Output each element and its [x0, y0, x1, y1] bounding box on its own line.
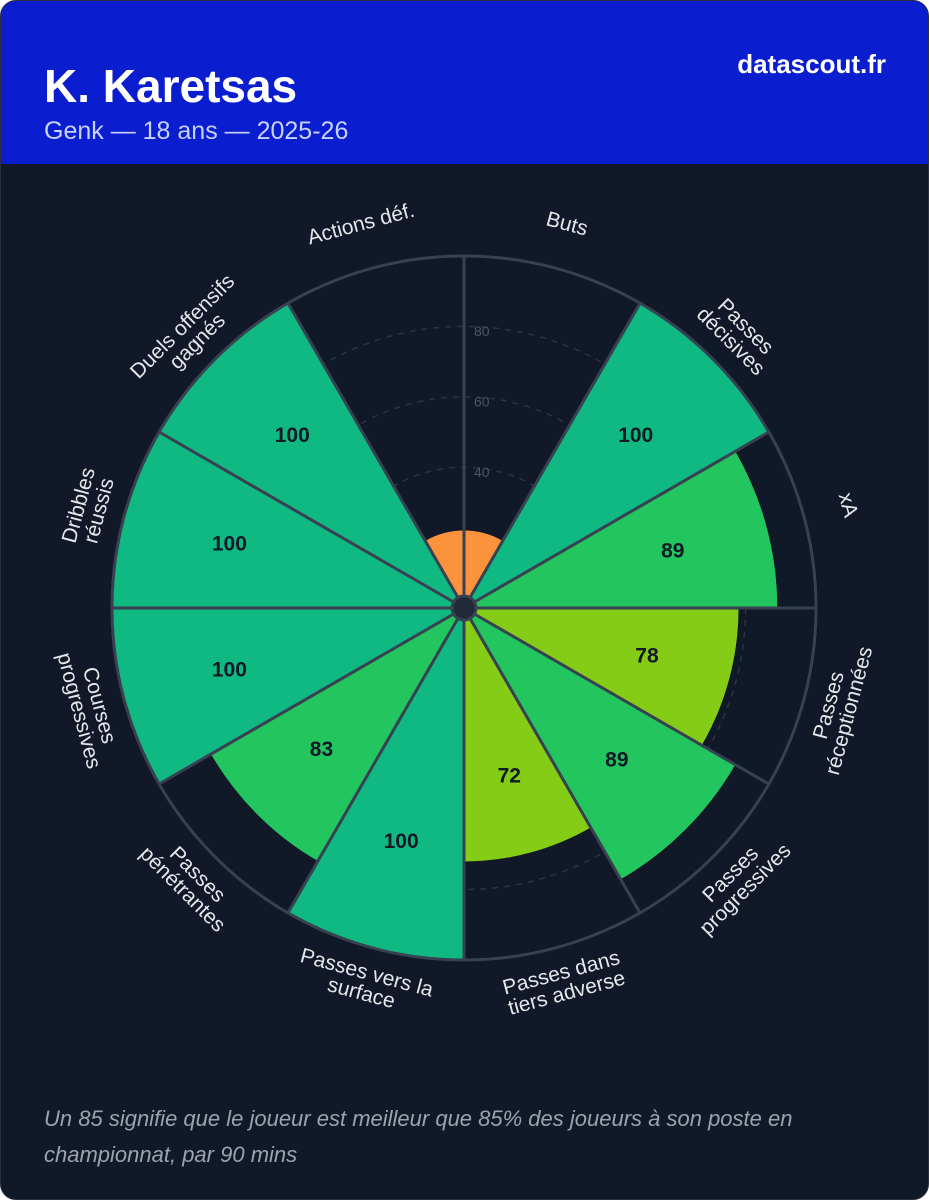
- title: K. Karetsas: [44, 60, 298, 112]
- separator: [286, 302, 466, 609]
- value-label: 100: [212, 658, 247, 681]
- separator: [463, 430, 770, 610]
- wedge: [210, 608, 464, 862]
- r-tick-label: 80: [474, 323, 490, 339]
- wedge: [288, 608, 464, 960]
- hub: [450, 594, 478, 622]
- value-label: 22: [481, 490, 504, 513]
- value-label: 100: [275, 424, 310, 447]
- r-tick-label: 40: [474, 464, 490, 480]
- wedge: [159, 303, 464, 608]
- separator: [158, 606, 465, 786]
- separator: [158, 430, 465, 610]
- wedge: [464, 303, 769, 608]
- wedge: [112, 432, 464, 608]
- separator: [462, 607, 642, 914]
- separator: [286, 607, 466, 914]
- value-label: 78: [635, 645, 659, 668]
- value-label: 72: [498, 764, 521, 787]
- footnote: Un 85 signifie que le joueur est meilleu…: [44, 1106, 793, 1167]
- value-label: 83: [310, 738, 333, 761]
- wedge: [112, 608, 464, 784]
- value-label: 100: [618, 424, 653, 447]
- wedge: [464, 608, 739, 746]
- separator: [462, 302, 642, 609]
- wedge: [464, 608, 591, 862]
- r-tick-label: 60: [474, 394, 490, 410]
- header: K. Karetsas Genk — 18 ans — 2025-26 data…: [1, 1, 928, 164]
- value-label: 89: [605, 748, 628, 771]
- separator: [463, 606, 770, 786]
- subtitle: Genk — 18 ans — 2025-26: [44, 117, 349, 145]
- wedge: [464, 451, 778, 608]
- value-label: 100: [212, 533, 247, 556]
- value-label: 100: [384, 830, 419, 853]
- value-label: 22: [424, 490, 447, 513]
- value-label: 89: [661, 540, 684, 563]
- source: datascout.fr: [737, 49, 886, 79]
- wedge: [464, 608, 736, 880]
